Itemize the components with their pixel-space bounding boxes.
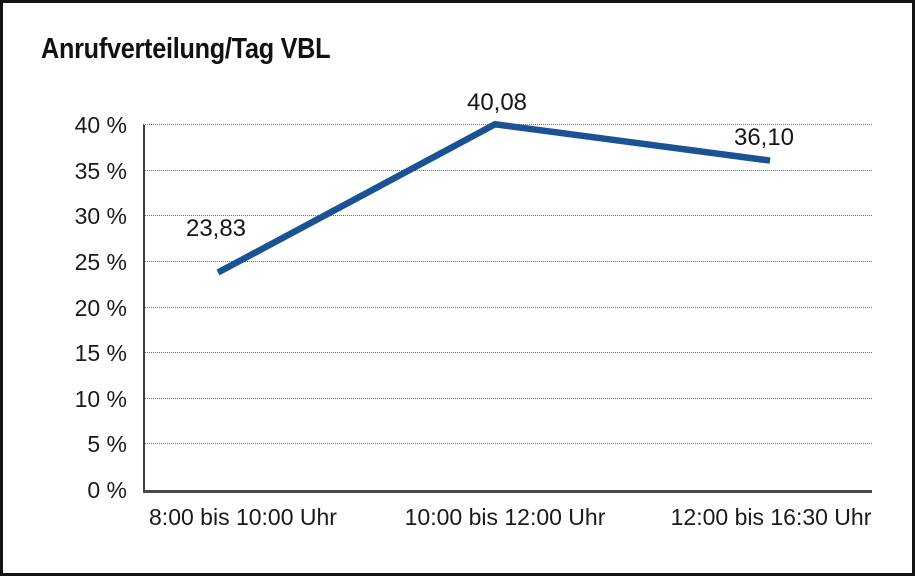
y-tick-label: 40 % <box>74 112 127 138</box>
series-line-svg <box>216 121 771 276</box>
y-tick-label: 0 % <box>87 477 127 503</box>
y-gridline <box>143 397 872 399</box>
x-category-label: 12:00 bis 16:30 Uhr <box>670 504 872 530</box>
data-label: 40,08 <box>466 89 528 117</box>
y-tick-label: 15 % <box>74 340 127 367</box>
y-tick-label: 30 % <box>74 203 127 230</box>
y-gridline <box>143 443 872 445</box>
y-gridline <box>143 215 872 217</box>
x-axis-line <box>143 490 872 493</box>
y-tick-label: 35 % <box>74 157 127 184</box>
y-axis-line <box>143 125 145 490</box>
y-tick-label: 10 % <box>74 385 127 412</box>
y-tick-label: 5 % <box>87 431 127 458</box>
x-category-label: 8:00 bis 10:00 Uhr <box>149 504 337 530</box>
y-gridline <box>143 306 872 308</box>
y-gridline <box>143 260 872 262</box>
y-tick-label: 20 % <box>74 294 127 321</box>
y-gridline <box>143 352 872 354</box>
x-category-label: 10:00 bis 12:00 Uhr <box>404 504 606 530</box>
data-label: 23,83 <box>185 214 247 242</box>
y-gridline <box>143 169 872 171</box>
chart-title: Anrufverteilung/Tag VBL <box>41 33 331 65</box>
data-label: 36,10 <box>733 123 795 151</box>
y-tick-label: 25 % <box>74 248 127 275</box>
series-line <box>216 121 771 276</box>
